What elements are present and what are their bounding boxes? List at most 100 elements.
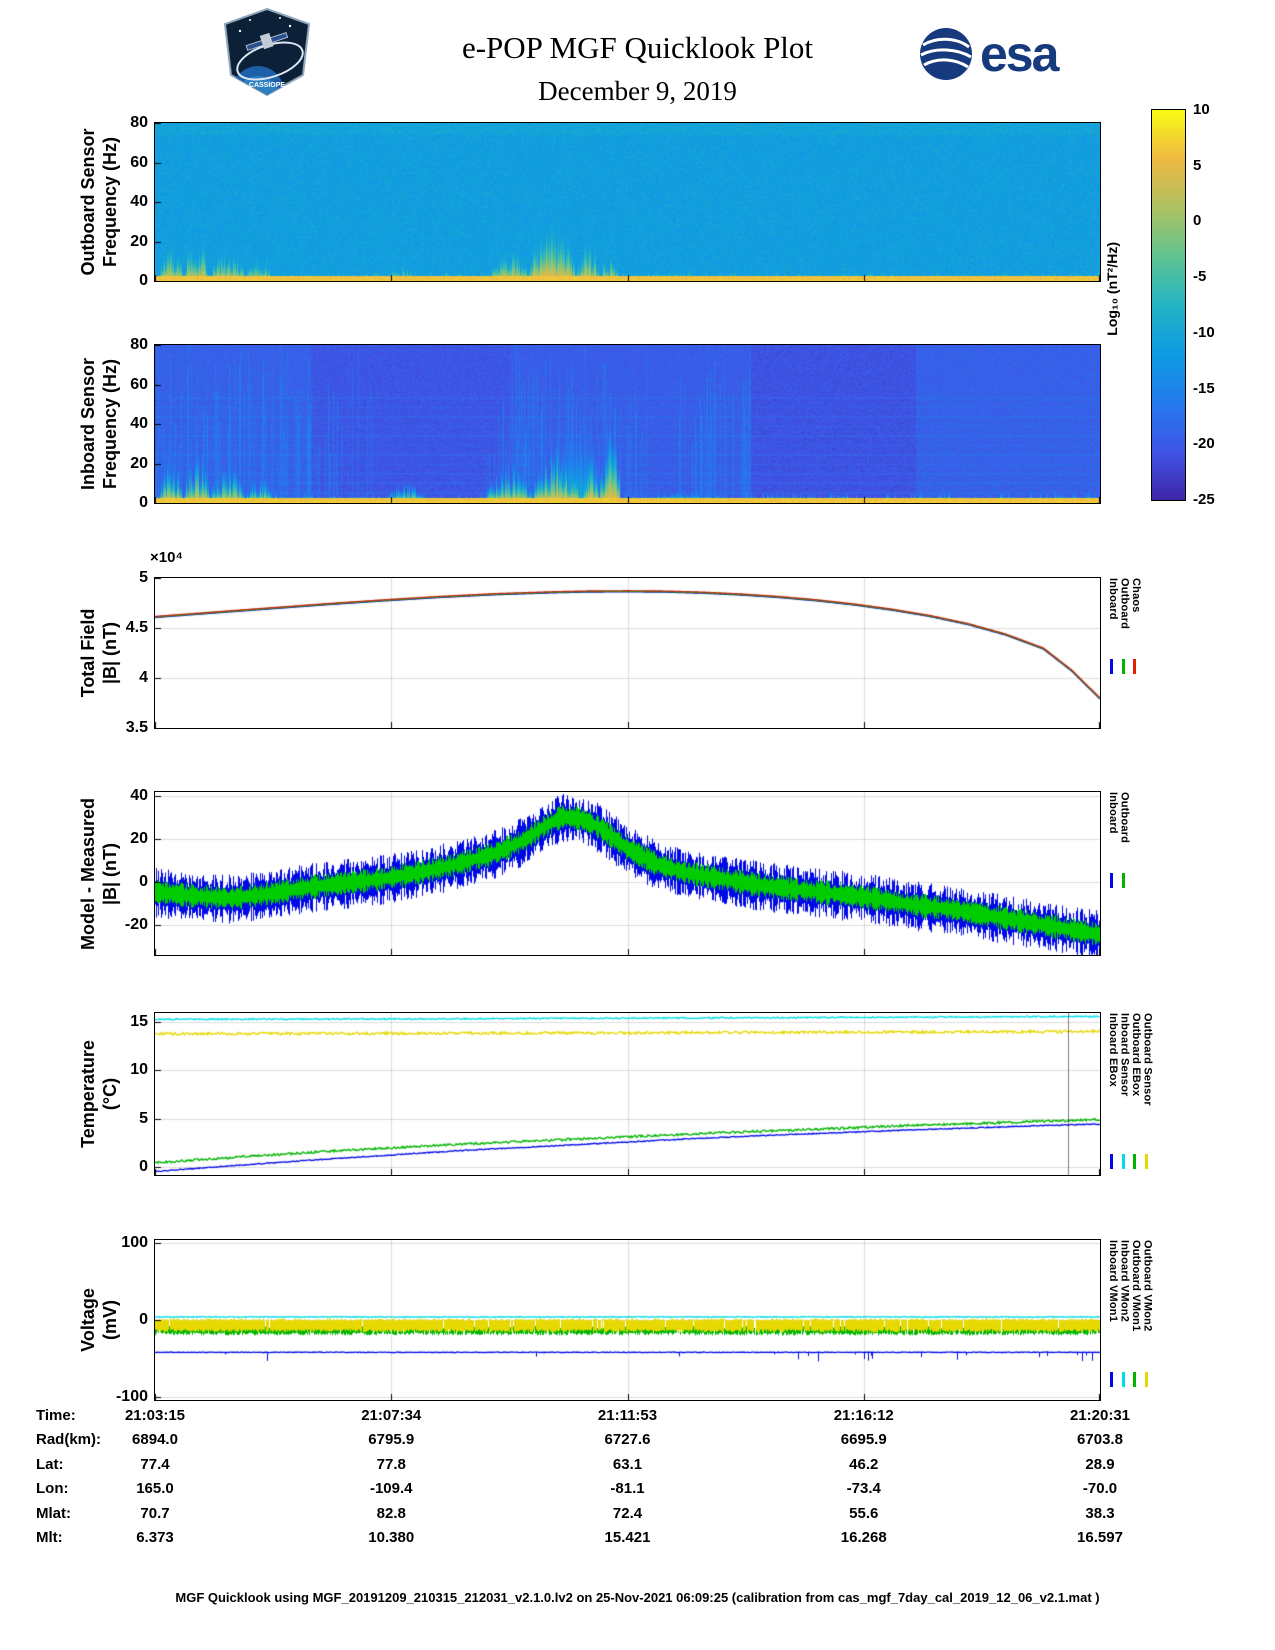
ytick-label: 100 xyxy=(121,1234,148,1252)
legend-label: Outboard VMon2 xyxy=(1141,1240,1154,1332)
ephemeris-value: 21:11:53 xyxy=(597,1407,658,1424)
ytick-label: 0 xyxy=(139,272,148,289)
ephemeris-value: -81.1 xyxy=(610,1480,645,1497)
panel-voltage xyxy=(154,1239,1101,1401)
cassiope-mission-patch: CASSIOPE xyxy=(220,6,314,103)
ephemeris-row-label: Mlt: xyxy=(36,1529,63,1546)
ephemeris-value: 21:03:15 xyxy=(124,1407,186,1424)
legend-line-sample xyxy=(1110,873,1113,888)
legend-label: Outboard VMon1 xyxy=(1130,1240,1142,1332)
ephemeris-value: 6795.9 xyxy=(368,1431,415,1448)
legend-line-sample xyxy=(1110,1154,1113,1169)
ytick-label: 20 xyxy=(130,454,148,472)
ytick-label: 40 xyxy=(130,193,148,210)
legend-line-sample xyxy=(1121,1372,1125,1387)
colorbar-tick-label: 5 xyxy=(1193,156,1202,174)
ephemeris-value: 70.7 xyxy=(140,1505,170,1522)
ephemeris-value: 46.2 xyxy=(849,1456,879,1473)
ytick-label: 40 xyxy=(130,415,148,432)
legend-label: Outboard Sensor xyxy=(1141,1013,1154,1106)
ytick-label: 20 xyxy=(130,232,148,250)
ephemeris-value: 16.268 xyxy=(840,1529,887,1546)
ephemeris-value: 15.421 xyxy=(604,1529,651,1546)
colorbar-tick-label: -5 xyxy=(1193,268,1207,286)
legend-line-sample xyxy=(1121,873,1125,888)
colorbar-tick-label: -15 xyxy=(1193,379,1215,397)
ephemeris-row-label: Lon: xyxy=(36,1480,69,1497)
ephemeris-value: 10.380 xyxy=(368,1529,415,1546)
ephemeris-value: 21:16:12 xyxy=(833,1407,894,1424)
colorbar-tick-label: 0 xyxy=(1193,212,1202,230)
ephemeris-row-label: Rad(km): xyxy=(36,1431,102,1448)
panel-inboard-spectrogram xyxy=(154,344,1101,504)
esa-logo: esa xyxy=(918,26,1059,82)
legend-label: Outboard xyxy=(1118,792,1131,844)
ephemeris-value: 38.3 xyxy=(1085,1505,1115,1522)
legend-line-sample xyxy=(1133,1154,1136,1169)
plot-date: December 9, 2019 xyxy=(538,76,737,106)
ytick-label: 15 xyxy=(130,1012,148,1030)
ephemeris-value: -70.0 xyxy=(1082,1480,1118,1497)
ytick-label: 60 xyxy=(130,153,148,171)
ytick-label: 80 xyxy=(130,336,148,353)
panel-total-field xyxy=(154,577,1101,729)
colorbar-label: Log₁₀ (nT²/Hz) xyxy=(1104,242,1120,336)
ephemeris-value: 72.4 xyxy=(612,1505,643,1522)
ytick-label: 5 xyxy=(139,569,148,586)
colorbar-tick-label: -20 xyxy=(1193,435,1215,453)
legend-label: Chaos xyxy=(1130,578,1142,613)
ephemeris-value: 6695.9 xyxy=(840,1431,887,1448)
ephemeris-value: 77.8 xyxy=(376,1456,406,1473)
ephemeris-value: 82.8 xyxy=(376,1505,406,1522)
colorbar-tick-label: -25 xyxy=(1193,491,1215,508)
esa-wordmark: esa xyxy=(980,26,1059,82)
esa-globe-icon xyxy=(920,28,972,80)
legend-line-sample xyxy=(1133,1372,1136,1387)
panel-temperature xyxy=(154,1012,1101,1176)
ytick-label: 3.5 xyxy=(125,719,148,736)
legend-label: Inboard Sensor xyxy=(1118,1013,1131,1097)
ephemeris-value: 21:20:31 xyxy=(1069,1407,1131,1424)
ephemeris-value: 6727.6 xyxy=(604,1431,651,1448)
ytick-label: 0 xyxy=(139,1311,148,1328)
ytick-label: 20 xyxy=(130,830,148,848)
ephemeris-row-label: Mlat: xyxy=(36,1505,71,1522)
mission-patch-name: CASSIOPE xyxy=(249,82,286,89)
ephemeris-value: -109.4 xyxy=(369,1480,413,1497)
legend-line-sample xyxy=(1110,659,1113,674)
ytick-label: -20 xyxy=(124,915,148,933)
legend-label: Inboard xyxy=(1107,792,1119,834)
ytick-label: 4 xyxy=(139,669,148,686)
ephemeris-row-label: Time: xyxy=(36,1407,76,1424)
colorbar-tick-label: 10 xyxy=(1193,101,1210,118)
ephemeris-value: 6.373 xyxy=(136,1529,174,1546)
legend-label: Inboard VMon1 xyxy=(1107,1240,1119,1323)
ytick-label: 80 xyxy=(130,114,148,131)
ephemeris-value: 6894.0 xyxy=(132,1431,178,1448)
legend-line-sample xyxy=(1121,1154,1125,1169)
canvas-voltage xyxy=(155,1240,1100,1400)
canvas-outboard-spectrogram xyxy=(155,123,1100,281)
ytick-label: 4.5 xyxy=(125,619,148,636)
ytick-label: 40 xyxy=(130,787,148,805)
canvas-inboard-spectrogram xyxy=(155,345,1100,503)
y-axis-exponent-label: ×10⁴ xyxy=(150,549,183,566)
ephemeris-value: 55.6 xyxy=(849,1505,879,1522)
legend-line-sample xyxy=(1133,659,1136,674)
canvas-temperature xyxy=(155,1013,1100,1175)
plot-title: e-POP MGF Quicklook Plot xyxy=(461,30,814,65)
ephemeris-value: 77.4 xyxy=(140,1456,170,1473)
ytick-label: 60 xyxy=(130,375,148,393)
ephemeris-value: 63.1 xyxy=(612,1456,643,1473)
legend-label: Outboard xyxy=(1118,578,1131,630)
legend-label: Inboard xyxy=(1107,578,1119,620)
ytick-label: 5 xyxy=(139,1109,148,1127)
ytick-label: -100 xyxy=(115,1387,148,1405)
ytick-label: 10 xyxy=(130,1061,148,1079)
ephemeris-value: -73.4 xyxy=(846,1480,881,1497)
ephemeris-value: 6703.8 xyxy=(1077,1431,1123,1448)
ephemeris-value: 16.597 xyxy=(1077,1529,1123,1546)
colorbar-tick-label: -10 xyxy=(1193,323,1215,341)
ephemeris-row-label: Lat: xyxy=(36,1456,64,1473)
